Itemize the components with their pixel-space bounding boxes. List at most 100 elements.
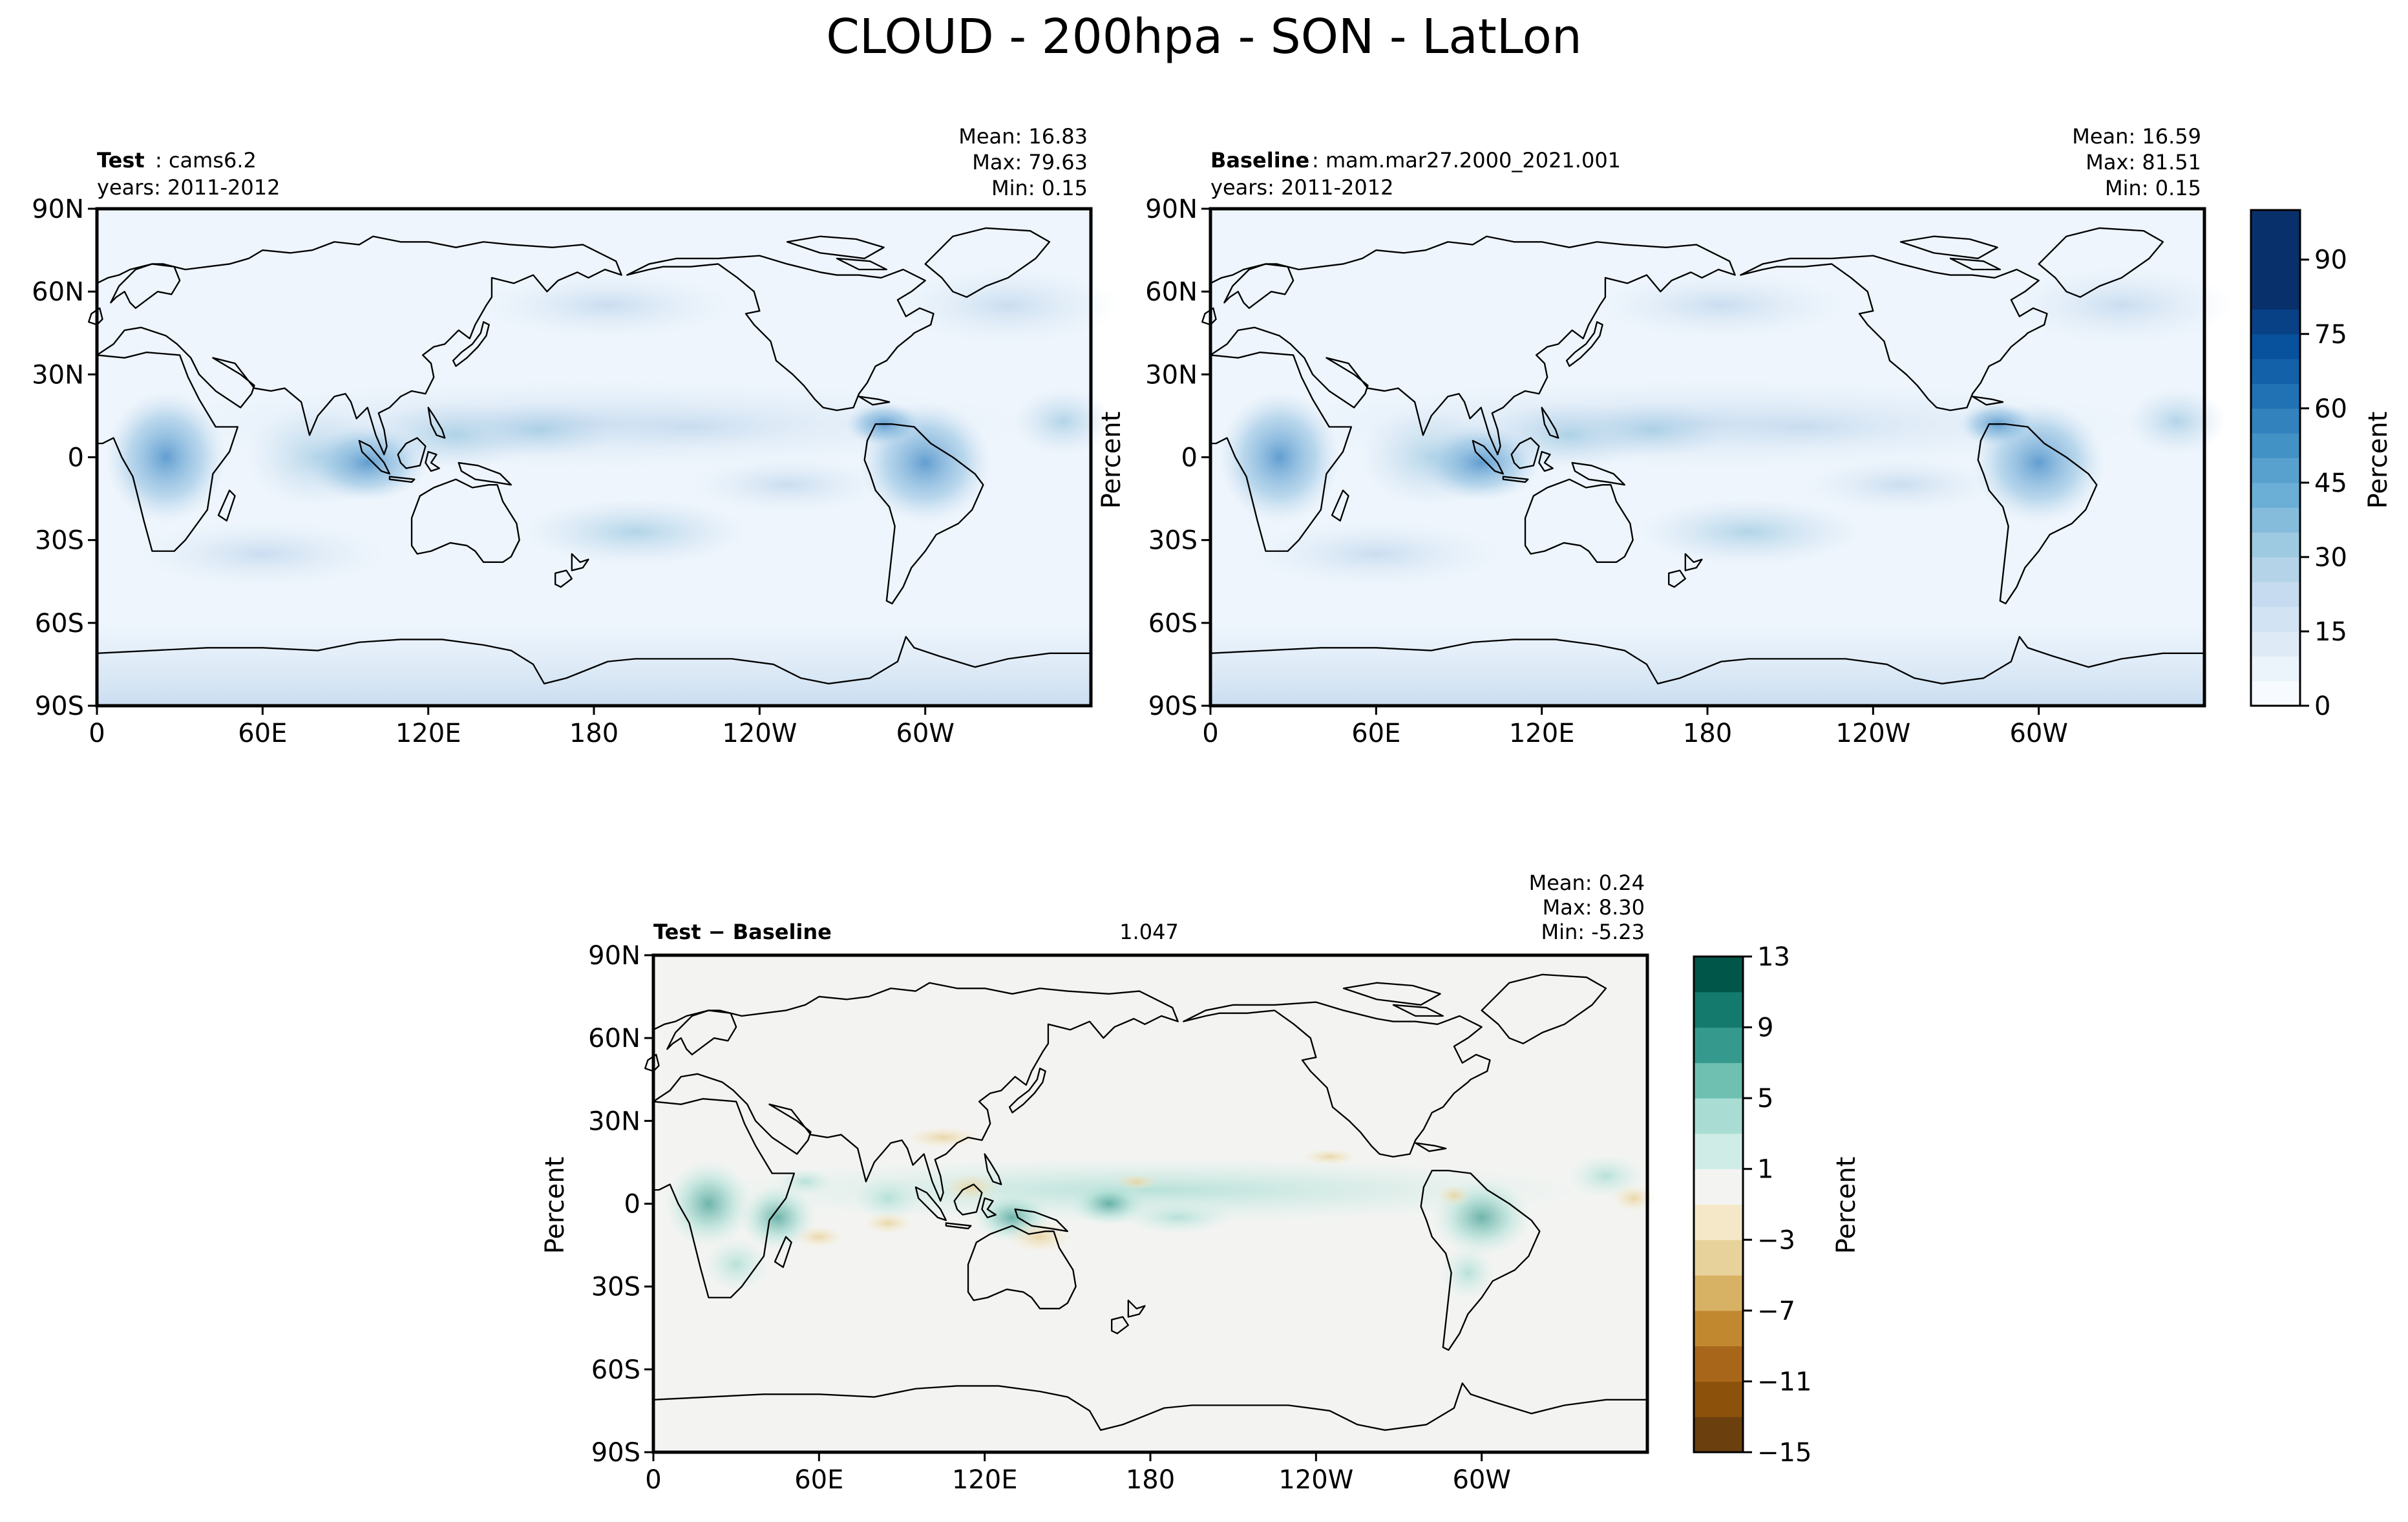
colorbar-segment xyxy=(1694,1381,1743,1417)
y-tick-label: 30N xyxy=(588,1106,640,1136)
colorbar-segment xyxy=(2251,284,2300,310)
colorbar-segment xyxy=(2251,383,2300,409)
x-tick-label: 180 xyxy=(569,719,618,748)
y-tick-label: 0 xyxy=(1181,443,1198,473)
y-tick-label: 60S xyxy=(1148,609,1198,639)
baseline-stat-max: Max: 81.51 xyxy=(2086,150,2201,174)
colorbar-tick-label: 0 xyxy=(2314,692,2330,721)
baseline-ylabel: Percent xyxy=(1097,412,1126,509)
colorbar-segment xyxy=(2251,333,2300,359)
colorbar-segment xyxy=(1694,991,1743,1028)
colorbar-tick-label: −15 xyxy=(1757,1438,1811,1468)
colorbar-main: 0 15 30 45 60 75 90 Percent xyxy=(2250,209,2393,721)
y-tick-label: 90N xyxy=(1145,195,1198,224)
colorbar-tick-label: 60 xyxy=(2314,394,2347,424)
y-tick-label: 0 xyxy=(624,1190,640,1220)
colorbar-main-frame xyxy=(2250,209,2301,707)
y-tick-label: 30S xyxy=(591,1273,640,1302)
colorbar-segment xyxy=(1694,1133,1743,1170)
test-label-case: : cams6.2 xyxy=(155,148,257,173)
colorbar-segment xyxy=(1694,1098,1743,1134)
x-tick-label: 180 xyxy=(1683,719,1732,748)
colorbar-tick-label: −3 xyxy=(1757,1225,1795,1255)
colorbar-segment xyxy=(1694,1240,1743,1276)
colorbar-segment xyxy=(2251,532,2300,558)
colorbar-segment xyxy=(2251,408,2300,434)
y-tick-label: 60N xyxy=(1145,277,1198,307)
difference-label: Test − Baseline xyxy=(653,920,832,944)
baseline-stat-mean: Mean: 16.59 xyxy=(2072,124,2201,149)
colorbar-tick-label: −11 xyxy=(1757,1367,1811,1397)
y-tick-label: 0 xyxy=(68,443,84,473)
x-tick-label: 0 xyxy=(645,1465,661,1495)
y-tick-label: 90S xyxy=(591,1438,640,1468)
x-tick-label: 60W xyxy=(2009,719,2067,748)
colorbar-segment xyxy=(1694,1417,1743,1453)
colorbar-segment xyxy=(1694,1346,1743,1382)
colorbar-segment xyxy=(1694,957,1743,993)
baseline-label-case: : mam.mar27.2000_2021.001 xyxy=(1312,148,1621,173)
y-tick-label: 90N xyxy=(32,195,84,224)
colorbar-tick-label: 15 xyxy=(2314,617,2347,647)
colorbar-segment xyxy=(2251,309,2300,335)
colorbar-tick-label: 1 xyxy=(1757,1155,1773,1185)
colorbar-tick-label: 45 xyxy=(2314,469,2347,498)
x-tick-label: 120W xyxy=(1835,719,1910,748)
x-tick-label: 60E xyxy=(794,1465,843,1495)
map-difference xyxy=(644,955,1656,1452)
y-tick-label: 90N xyxy=(588,941,640,971)
colorbar-segment xyxy=(1694,1062,1743,1099)
y-tick-label: 30S xyxy=(1148,526,1198,556)
colorbar-segment xyxy=(2251,210,2300,235)
x-tick-label: 60W xyxy=(896,719,954,748)
x-tick-label: 120E xyxy=(1509,719,1575,748)
y-tick-label: 60S xyxy=(35,609,84,639)
colorbar-tick-label: 5 xyxy=(1757,1084,1773,1114)
colorbar-segment xyxy=(2251,556,2300,582)
colorbar-diff: 13 9 5 1 −3 −7 −11 −15 Percent xyxy=(1693,942,1861,1468)
test-stat-mean: Mean: 16.83 xyxy=(958,124,1088,149)
colorbar-segment xyxy=(2251,582,2300,608)
colorbar-tick-label: 9 xyxy=(1757,1013,1773,1043)
y-tick-label: 30N xyxy=(1145,360,1198,390)
colorbar-diff-label: Percent xyxy=(1832,1157,1861,1254)
test-stat-min: Min: 0.15 xyxy=(991,176,1088,200)
colorbar-segment xyxy=(2251,681,2300,706)
y-tick-label: 90S xyxy=(1148,692,1198,721)
colorbar-segment xyxy=(2251,235,2300,260)
y-tick-label: 90S xyxy=(35,692,84,721)
x-tick-label: 180 xyxy=(1126,1465,1175,1495)
colorbar-segment xyxy=(1694,1275,1743,1311)
difference-rmse: 1.047 xyxy=(1119,920,1179,944)
panel-baseline: Baseline : mam.mar27.2000_2021.001 years… xyxy=(1097,124,2232,748)
difference-stat-min: Min: -5.23 xyxy=(1541,920,1645,944)
x-tick-label: 0 xyxy=(89,719,105,748)
x-tick-label: 0 xyxy=(1202,719,1218,748)
colorbar-segment xyxy=(2251,482,2300,508)
colorbar-tick-label: 13 xyxy=(1757,942,1790,972)
colorbar-main-label: Percent xyxy=(2363,412,2393,509)
x-tick-label: 60W xyxy=(1452,1465,1510,1495)
baseline-years: years: 2011-2012 xyxy=(1210,175,1393,200)
test-stat-max: Max: 79.63 xyxy=(972,150,1088,174)
y-tick-label: 60N xyxy=(588,1024,640,1053)
x-tick-label: 120E xyxy=(952,1465,1018,1495)
colorbar-segment xyxy=(2251,359,2300,384)
colorbar-tick-label: 90 xyxy=(2314,246,2347,275)
colorbar-segment xyxy=(1694,1310,1743,1347)
difference-stat-mean: Mean: 0.24 xyxy=(1529,871,1645,895)
x-tick-label: 60E xyxy=(1351,719,1400,748)
colorbar-segment xyxy=(1694,1204,1743,1240)
x-tick-label: 120W xyxy=(1278,1465,1353,1495)
colorbar-segment xyxy=(2251,507,2300,533)
panel-test: Test : cams6.2 years: 2011-2012 Mean: 16… xyxy=(32,124,1119,748)
colorbar-segment xyxy=(2251,259,2300,285)
panel-difference: Test − Baseline 1.047 Mean: 0.24 Max: 8.… xyxy=(540,871,1656,1495)
colorbar-segment xyxy=(1694,1027,1743,1063)
map-test xyxy=(88,209,1119,706)
y-tick-label: 30N xyxy=(32,360,84,390)
colorbar-segment xyxy=(2251,433,2300,458)
difference-stat-max: Max: 8.30 xyxy=(1543,895,1645,920)
colorbar-segment xyxy=(1694,1168,1743,1205)
